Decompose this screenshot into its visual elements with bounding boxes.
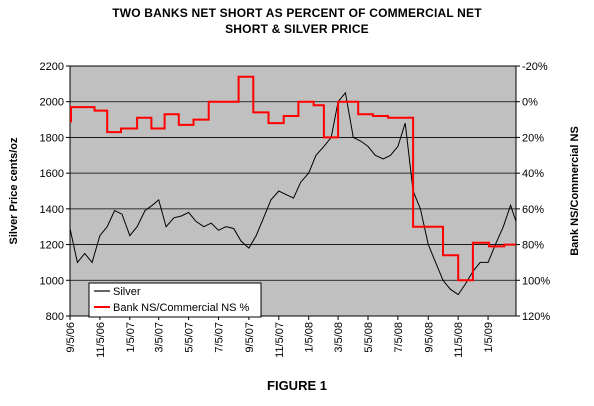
left-tick-label: 1600	[40, 168, 64, 180]
legend-silver-label: Silver	[113, 286, 141, 298]
series-layer	[69, 75, 517, 296]
left-tick-label: 800	[46, 311, 64, 323]
right-tick-label: 100%	[522, 275, 550, 287]
chart-title-line2: SHORT & SILVER PRICE	[225, 22, 369, 36]
chart-title-line1: TWO BANKS NET SHORT AS PERCENT OF COMMER…	[112, 6, 482, 20]
right-tick-label: 20%	[522, 132, 544, 144]
left-tick-label: 1000	[40, 275, 64, 287]
x-tick-label: 1/5/08	[304, 322, 316, 353]
figure-label: FIGURE 1	[267, 378, 327, 393]
silver-price-series-line	[69, 91, 517, 296]
legend-box	[88, 282, 262, 318]
x-tick-label: 3/5/08	[333, 322, 345, 353]
right-tick-label: 60%	[522, 204, 544, 216]
right-tick-label: 120%	[522, 311, 550, 323]
right-axis-label: Bank NS/Commercial NS	[569, 126, 581, 256]
x-tick-label: 7/5/08	[393, 322, 405, 353]
x-tick-label: 3/5/07	[154, 322, 166, 353]
right-tick-label: 80%	[522, 240, 544, 252]
left-tick-label: 1400	[40, 204, 64, 216]
gridlines	[70, 101, 516, 281]
x-tick-label: 1/5/09	[483, 322, 495, 353]
left-tick-label: 2200	[40, 61, 64, 73]
bank-ns-series-line	[70, 75, 516, 282]
x-tick-label: 5/5/08	[363, 322, 375, 353]
x-axis-ticks: 9/5/06 11/5/06 1/5/07 3/5/07 5/5/07 7/5/07 9/5…	[65, 316, 495, 358]
right-axis-ticks: -20% 0% 20% 40% 60% 80% 100% 120%	[516, 61, 550, 323]
x-tick-label: 9/5/06	[65, 322, 77, 353]
x-tick-label: 11/5/08	[453, 322, 465, 358]
x-tick-label: 11/5/06	[95, 322, 107, 358]
right-tick-label: -20%	[522, 61, 548, 73]
x-tick-label: 9/5/08	[423, 322, 435, 353]
left-tick-label: 1200	[40, 240, 64, 252]
x-tick-label: 9/5/07	[244, 322, 256, 353]
x-tick-label: 5/5/07	[184, 322, 196, 353]
x-tick-label: 1/5/07	[125, 322, 137, 353]
left-tick-label: 1800	[40, 132, 64, 144]
x-tick-label: 11/5/07	[274, 322, 286, 358]
legend-bank-label: Bank NS/Commercial NS %	[113, 302, 250, 314]
left-axis-label: Silver Price cents/oz	[8, 137, 20, 244]
right-tick-label: 0%	[522, 97, 538, 109]
legend: Silver Bank NS/Commercial NS %	[88, 282, 262, 318]
left-axis-ticks: 800 1000 1200 1400 1600 1800 2000 2200	[40, 61, 70, 323]
right-tick-label: 40%	[522, 168, 544, 180]
left-tick-label: 2000	[40, 97, 64, 109]
plot-area	[69, 65, 517, 317]
x-tick-label: 7/5/07	[214, 322, 226, 353]
